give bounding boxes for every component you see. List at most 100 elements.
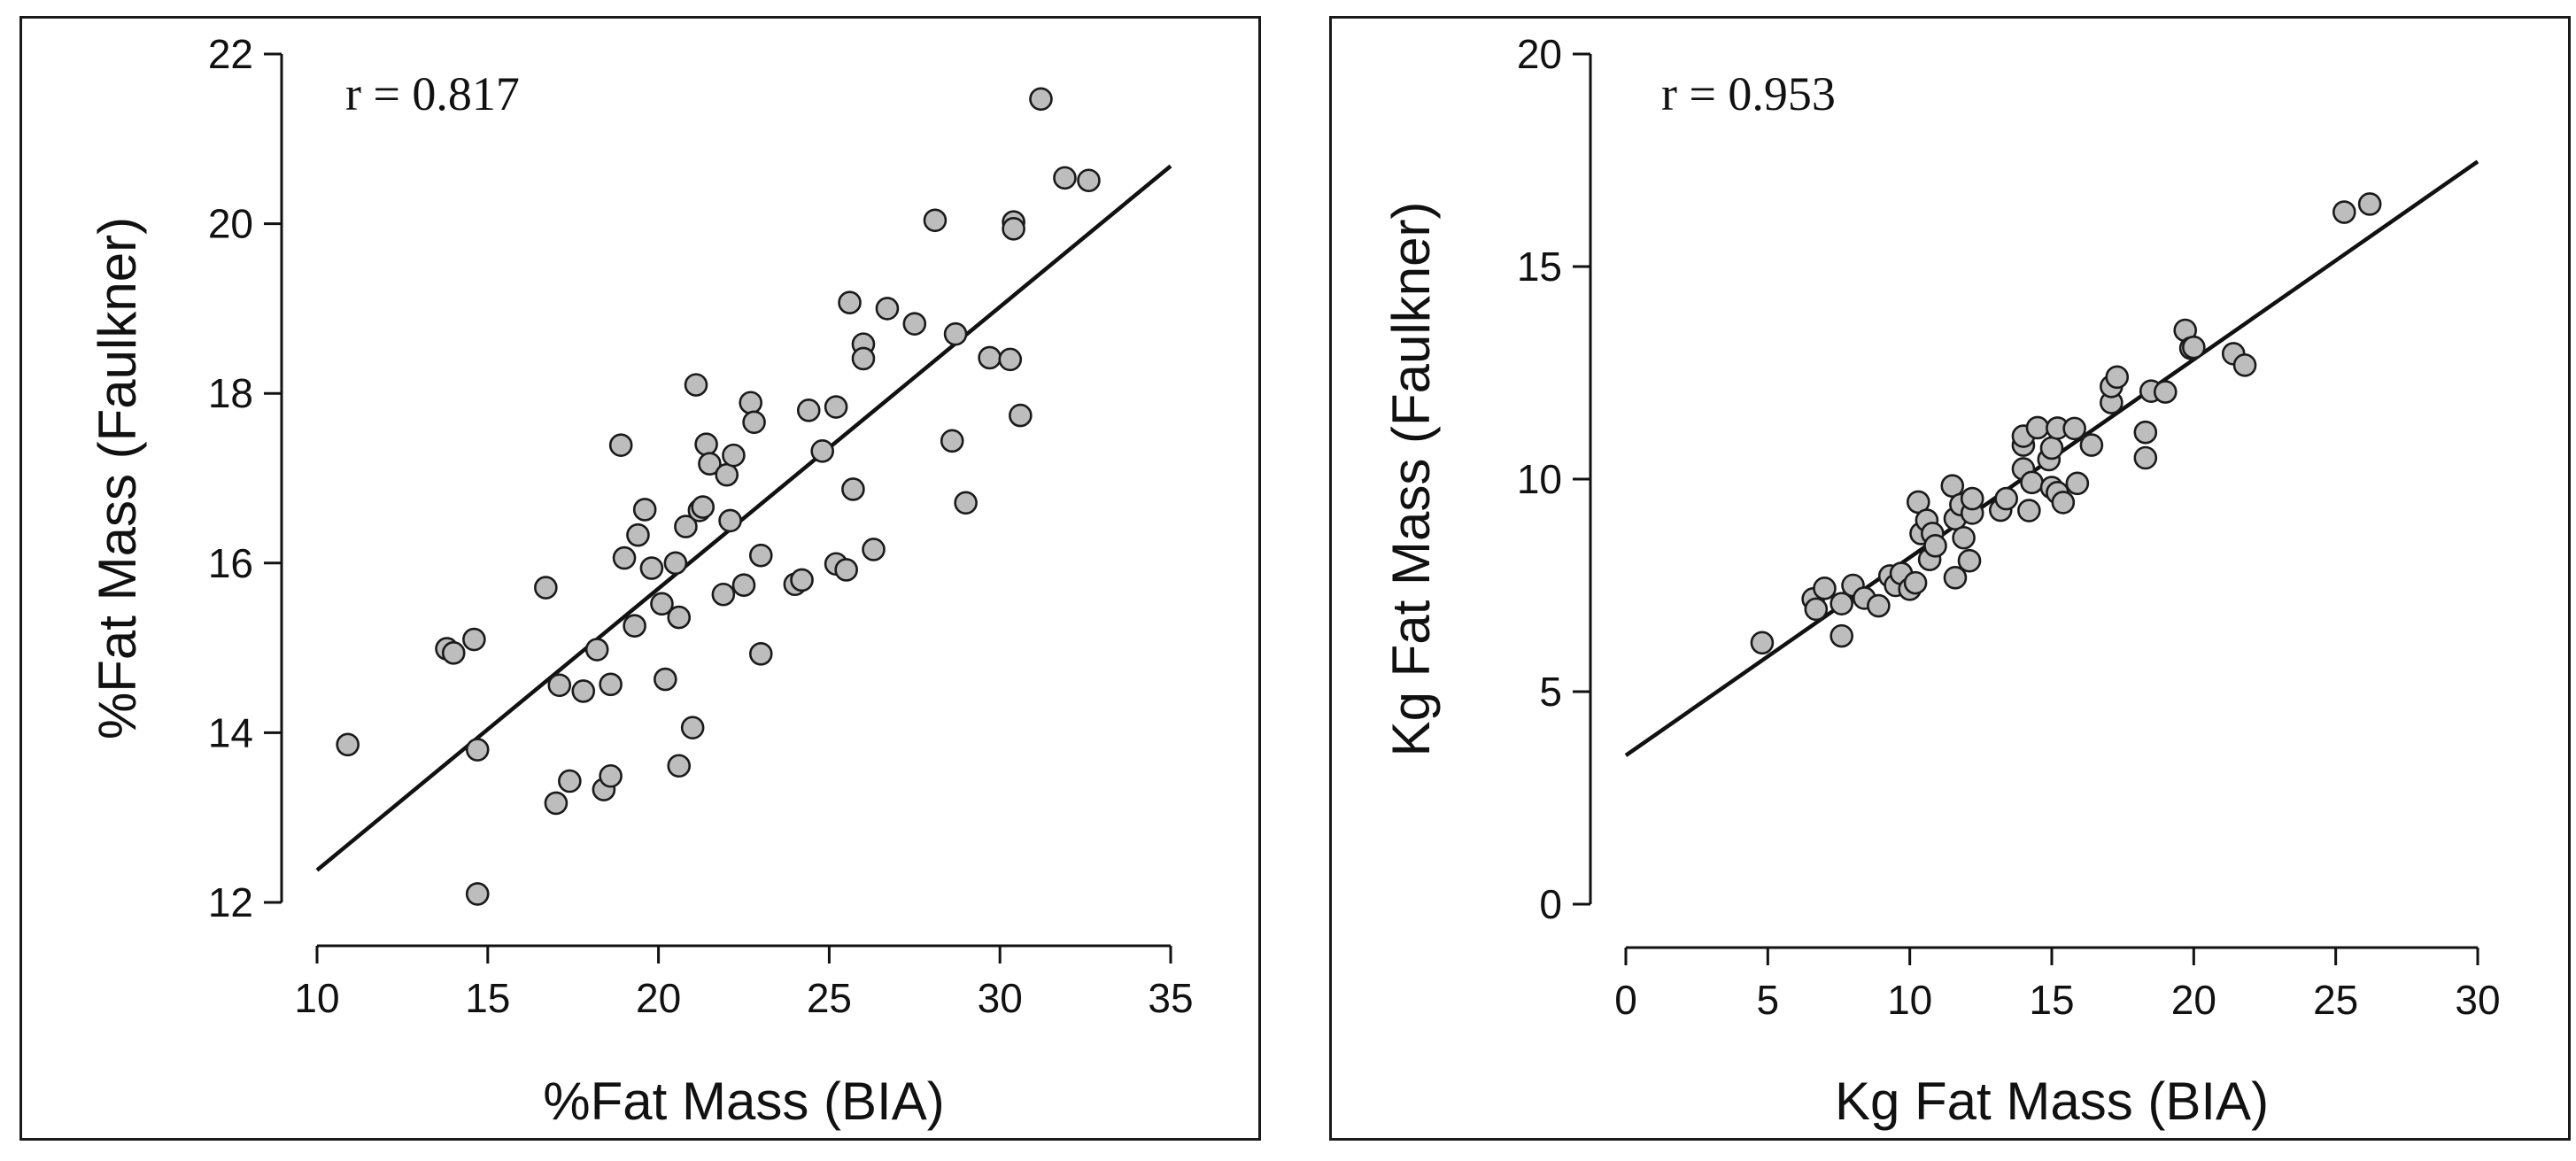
data-point (1960, 486, 1984, 511)
data-point (650, 592, 674, 616)
scatter-plot-percent-fat-mass: 10 15 20 25 30 35 12 14 16 18 20 22 r = 0.817 %Fat … (88, 31, 1194, 1131)
data-point (954, 491, 978, 515)
data-point (978, 345, 1002, 370)
y-axis-title: %Fat Mass (Faulkner) (88, 217, 147, 739)
data-point (2017, 499, 2041, 522)
x-tick-label: 25 (2313, 977, 2358, 1023)
data-point (943, 321, 968, 346)
data-point (1903, 570, 1928, 595)
data-point (851, 346, 876, 371)
x-axis-title: %Fat Mass (BIA) (543, 1072, 944, 1131)
data-point (599, 672, 623, 697)
data-point (674, 515, 698, 538)
data-point (902, 312, 927, 336)
data-point (534, 576, 558, 600)
y-tick-label: 0 (1539, 881, 1562, 927)
scatter-plot-kg-fat-mass: 0 5 10 15 20 25 30 0 5 10 15 20 r = 0.953 Kg Fat Ma… (1381, 31, 2501, 1131)
x-tick-label: 15 (465, 975, 510, 1021)
x-tick-label: 30 (978, 975, 1023, 1021)
data-point (715, 462, 739, 487)
data-point (667, 605, 692, 630)
data-point (2079, 433, 2104, 457)
x-tick-label: 25 (807, 975, 852, 1021)
data-point (465, 738, 490, 762)
data-point (731, 573, 756, 598)
data-point (632, 498, 657, 522)
correlation-annotation: r = 0.953 (1661, 67, 1836, 120)
data-point (2357, 192, 2382, 216)
data-point (739, 391, 763, 415)
data-point (1029, 87, 1053, 112)
data-point (1804, 597, 1829, 622)
x-tick-label: 15 (2029, 977, 2074, 1023)
x-tick-label: 20 (2171, 977, 2216, 1023)
data-point (639, 556, 664, 580)
data-point (654, 667, 677, 692)
data-point (824, 395, 848, 419)
data-point (612, 546, 637, 570)
chart-panel-right: 0 5 10 15 20 25 30 0 5 10 15 20 r = 0.953 Kg Fat Ma… (1329, 16, 2571, 1141)
data-point (547, 673, 572, 698)
data-point (2133, 445, 2158, 470)
data-point (2153, 380, 2178, 404)
data-point (1009, 403, 1033, 428)
data-point (694, 432, 718, 456)
x-tick-label: 0 (1614, 977, 1637, 1023)
data-point (796, 399, 821, 422)
data-point (2133, 420, 2158, 445)
data-point (722, 443, 746, 468)
data-point (1994, 486, 2018, 511)
data-point (1923, 534, 1947, 558)
data-point (2232, 353, 2257, 377)
chart-panel-left: 10 15 20 25 30 35 12 14 16 18 20 22 r = 0.817 %Fat … (19, 16, 1261, 1141)
x-tick-label: 10 (294, 975, 339, 1021)
y-tick-label: 14 (208, 709, 253, 755)
data-point (1053, 166, 1077, 190)
data-point (998, 347, 1023, 372)
data-point (862, 538, 886, 561)
x-tick-label: 30 (2455, 977, 2500, 1023)
y-tick-label: 10 (1517, 456, 1562, 502)
y-tick-label: 22 (208, 31, 253, 77)
data-point (748, 642, 773, 666)
data-point (834, 558, 858, 582)
data-point (748, 543, 773, 568)
y-tick-label: 18 (208, 370, 253, 416)
data-point (1750, 631, 1775, 655)
data-point (336, 732, 360, 757)
data-point (1813, 577, 1837, 600)
data-point (1943, 566, 1968, 590)
data-point (2182, 335, 2206, 360)
data-point (584, 638, 609, 662)
data-point (742, 410, 766, 435)
data-point (626, 522, 650, 547)
data-point (623, 614, 646, 638)
data-point (1830, 592, 1854, 615)
x-tick-label: 5 (1757, 977, 1780, 1023)
x-tick-label: 35 (1148, 975, 1193, 1021)
data-point (2025, 415, 2050, 440)
y-tick-label: 5 (1539, 669, 1562, 715)
data-point (544, 791, 569, 816)
data-point (680, 716, 705, 739)
data-point (2332, 200, 2356, 224)
y-tick-label: 12 (208, 879, 253, 925)
data-point (462, 627, 486, 652)
y-tick-label: 20 (208, 201, 253, 247)
data-point (2105, 365, 2130, 390)
data-point (599, 763, 623, 788)
data-point (2051, 491, 2076, 515)
y-tick-label: 15 (1517, 244, 1562, 290)
data-point (663, 551, 688, 576)
data-point (571, 679, 596, 703)
data-point (1952, 525, 1976, 550)
data-point (2065, 471, 2090, 496)
regression-line (315, 164, 1172, 872)
data-point (2020, 470, 2044, 495)
x-tick-label: 10 (1887, 977, 1932, 1023)
data-point (1867, 593, 1891, 618)
data-point (465, 882, 490, 906)
data-point (923, 208, 948, 233)
data-point (684, 373, 708, 397)
data-point (718, 508, 742, 533)
